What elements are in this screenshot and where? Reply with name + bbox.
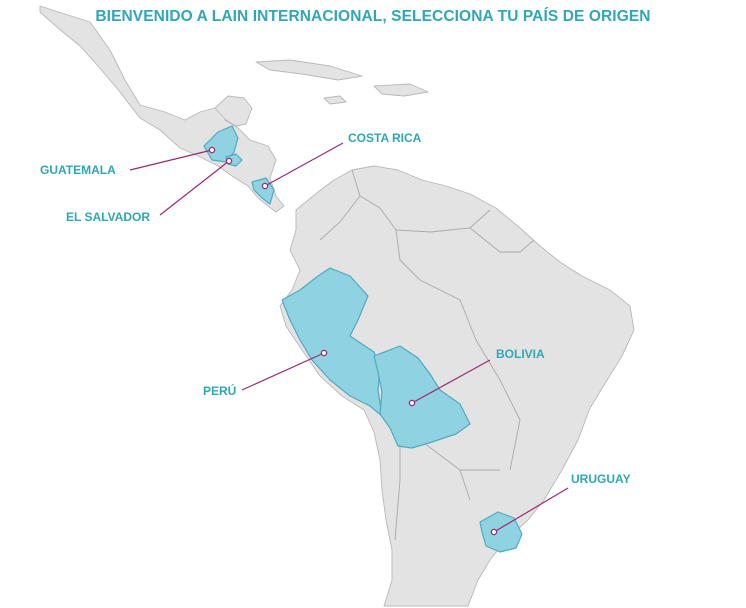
leader-guatemala xyxy=(129,149,213,171)
leader-costa-rica xyxy=(264,142,344,187)
yucatan-land xyxy=(214,95,253,127)
pin-guatemala[interactable] xyxy=(208,146,216,154)
pin-uruguay[interactable] xyxy=(490,528,498,536)
jamaica-land xyxy=(323,95,347,105)
pin-bolivia[interactable] xyxy=(408,399,416,407)
leader-peru xyxy=(241,352,325,391)
cuba-land xyxy=(255,59,363,81)
leader-bolivia xyxy=(411,359,491,404)
label-el-salvador[interactable]: EL SALVADOR xyxy=(66,210,151,224)
page-title: BIENVENIDO A LAIN INTERNACIONAL, SELECCI… xyxy=(95,8,651,25)
leader-uruguay xyxy=(493,487,569,533)
label-bolivia[interactable]: BOLIVIA xyxy=(496,347,545,361)
label-peru[interactable]: PERÚ xyxy=(203,384,237,398)
pin-peru[interactable] xyxy=(320,349,328,357)
country-borders xyxy=(319,169,535,541)
pin-costa-rica[interactable] xyxy=(261,182,269,190)
pin-el-salvador[interactable] xyxy=(225,157,233,165)
label-costa-rica[interactable]: COSTA RICA xyxy=(348,131,422,145)
label-uruguay[interactable]: URUGUAY xyxy=(571,472,631,486)
leader-el-salvador xyxy=(159,160,230,216)
label-guatemala[interactable]: GUATEMALA xyxy=(40,163,116,177)
hispaniola-land xyxy=(373,83,429,97)
south-america-land xyxy=(279,165,635,607)
